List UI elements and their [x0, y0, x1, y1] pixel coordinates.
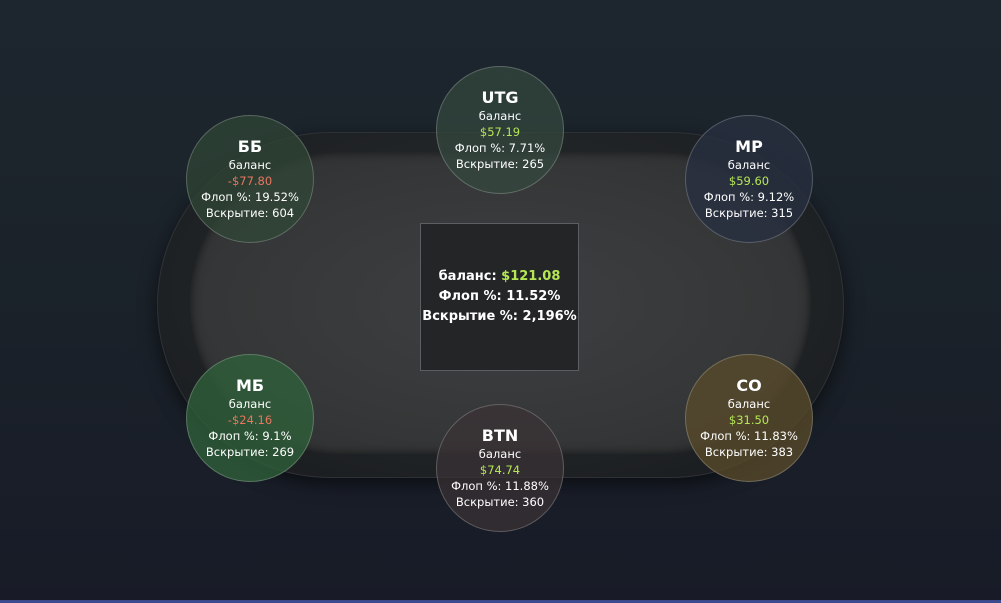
seat-balance-label: баланс — [727, 397, 771, 411]
seat-showdown-stat: Вскрытие: 315 — [704, 206, 794, 220]
summary-flop-row: Флоп %: 11.52% — [439, 287, 561, 307]
seat-flop-stat: Флоп %: 9.12% — [703, 190, 795, 204]
seat-mp[interactable]: MP баланс $59.60 Флоп %: 9.12% Вскрытие:… — [685, 115, 813, 243]
seat-balance-label: баланс — [478, 109, 522, 123]
seat-balance-label: баланс — [228, 158, 272, 172]
summary-balance-label: баланс: — [438, 269, 497, 284]
seat-balance-value: -$24.16 — [227, 413, 273, 427]
seat-showdown-stat: Вскрытие: 269 — [205, 445, 295, 459]
seat-co[interactable]: CO баланс $31.50 Флоп %: 11.83% Вскрытие… — [685, 354, 813, 482]
seat-name: CO — [736, 376, 762, 395]
seat-balance-value: -$77.80 — [227, 174, 273, 188]
summary-balance-row: баланс: $121.08 — [439, 267, 561, 287]
seat-utg[interactable]: UTG баланс $57.19 Флоп %: 7.71% Вскрытие… — [436, 66, 564, 194]
summary-showdown-value: 2,196% — [522, 309, 577, 324]
seat-flop-stat: Флоп %: 9.1% — [208, 429, 292, 443]
seat-showdown-stat: Вскрытие: 383 — [704, 445, 794, 459]
seat-flop-stat: Флоп %: 7.71% — [454, 141, 546, 155]
bottom-edge-line — [0, 600, 1001, 603]
summary-flop-label: Флоп %: — [438, 289, 502, 304]
seat-showdown-stat: Вскрытие: 360 — [455, 495, 545, 509]
seat-balance-value: $59.60 — [728, 174, 770, 188]
seat-balance-label: баланс — [727, 158, 771, 172]
summary-showdown-row: Вскрытие %: 2,196% — [422, 307, 576, 327]
seat-flop-stat: Флоп %: 19.52% — [201, 190, 299, 204]
seat-name: МБ — [235, 376, 265, 395]
seat-showdown-stat: Вскрытие: 604 — [205, 206, 295, 220]
seat-flop-stat: Флоп %: 11.88% — [451, 479, 549, 493]
seat-mb[interactable]: МБ баланс -$24.16 Флоп %: 9.1% Вскрытие:… — [186, 354, 314, 482]
seat-balance-value: $31.50 — [728, 413, 770, 427]
seat-name: MP — [735, 137, 763, 156]
summary-panel: баланс: $121.08 Флоп %: 11.52% Вскрытие … — [420, 223, 579, 371]
seat-balance-label: баланс — [228, 397, 272, 411]
seat-name: ББ — [237, 137, 263, 156]
summary-flop-value: 11.52% — [506, 289, 561, 304]
seat-name: UTG — [481, 88, 519, 107]
seat-balance-label: баланс — [478, 447, 522, 461]
summary-balance-value: $121.08 — [501, 269, 561, 284]
seat-showdown-stat: Вскрытие: 265 — [455, 157, 545, 171]
seat-btn[interactable]: BTN баланс $74.74 Флоп %: 11.88% Вскрыти… — [436, 404, 564, 532]
summary-showdown-label: Вскрытие %: — [422, 309, 519, 324]
seat-name: BTN — [481, 426, 519, 445]
seat-balance-value: $57.19 — [479, 125, 521, 139]
seat-balance-value: $74.74 — [479, 463, 521, 477]
seat-flop-stat: Флоп %: 11.83% — [700, 429, 798, 443]
seat-bb[interactable]: ББ баланс -$77.80 Флоп %: 19.52% Вскрыти… — [186, 115, 314, 243]
